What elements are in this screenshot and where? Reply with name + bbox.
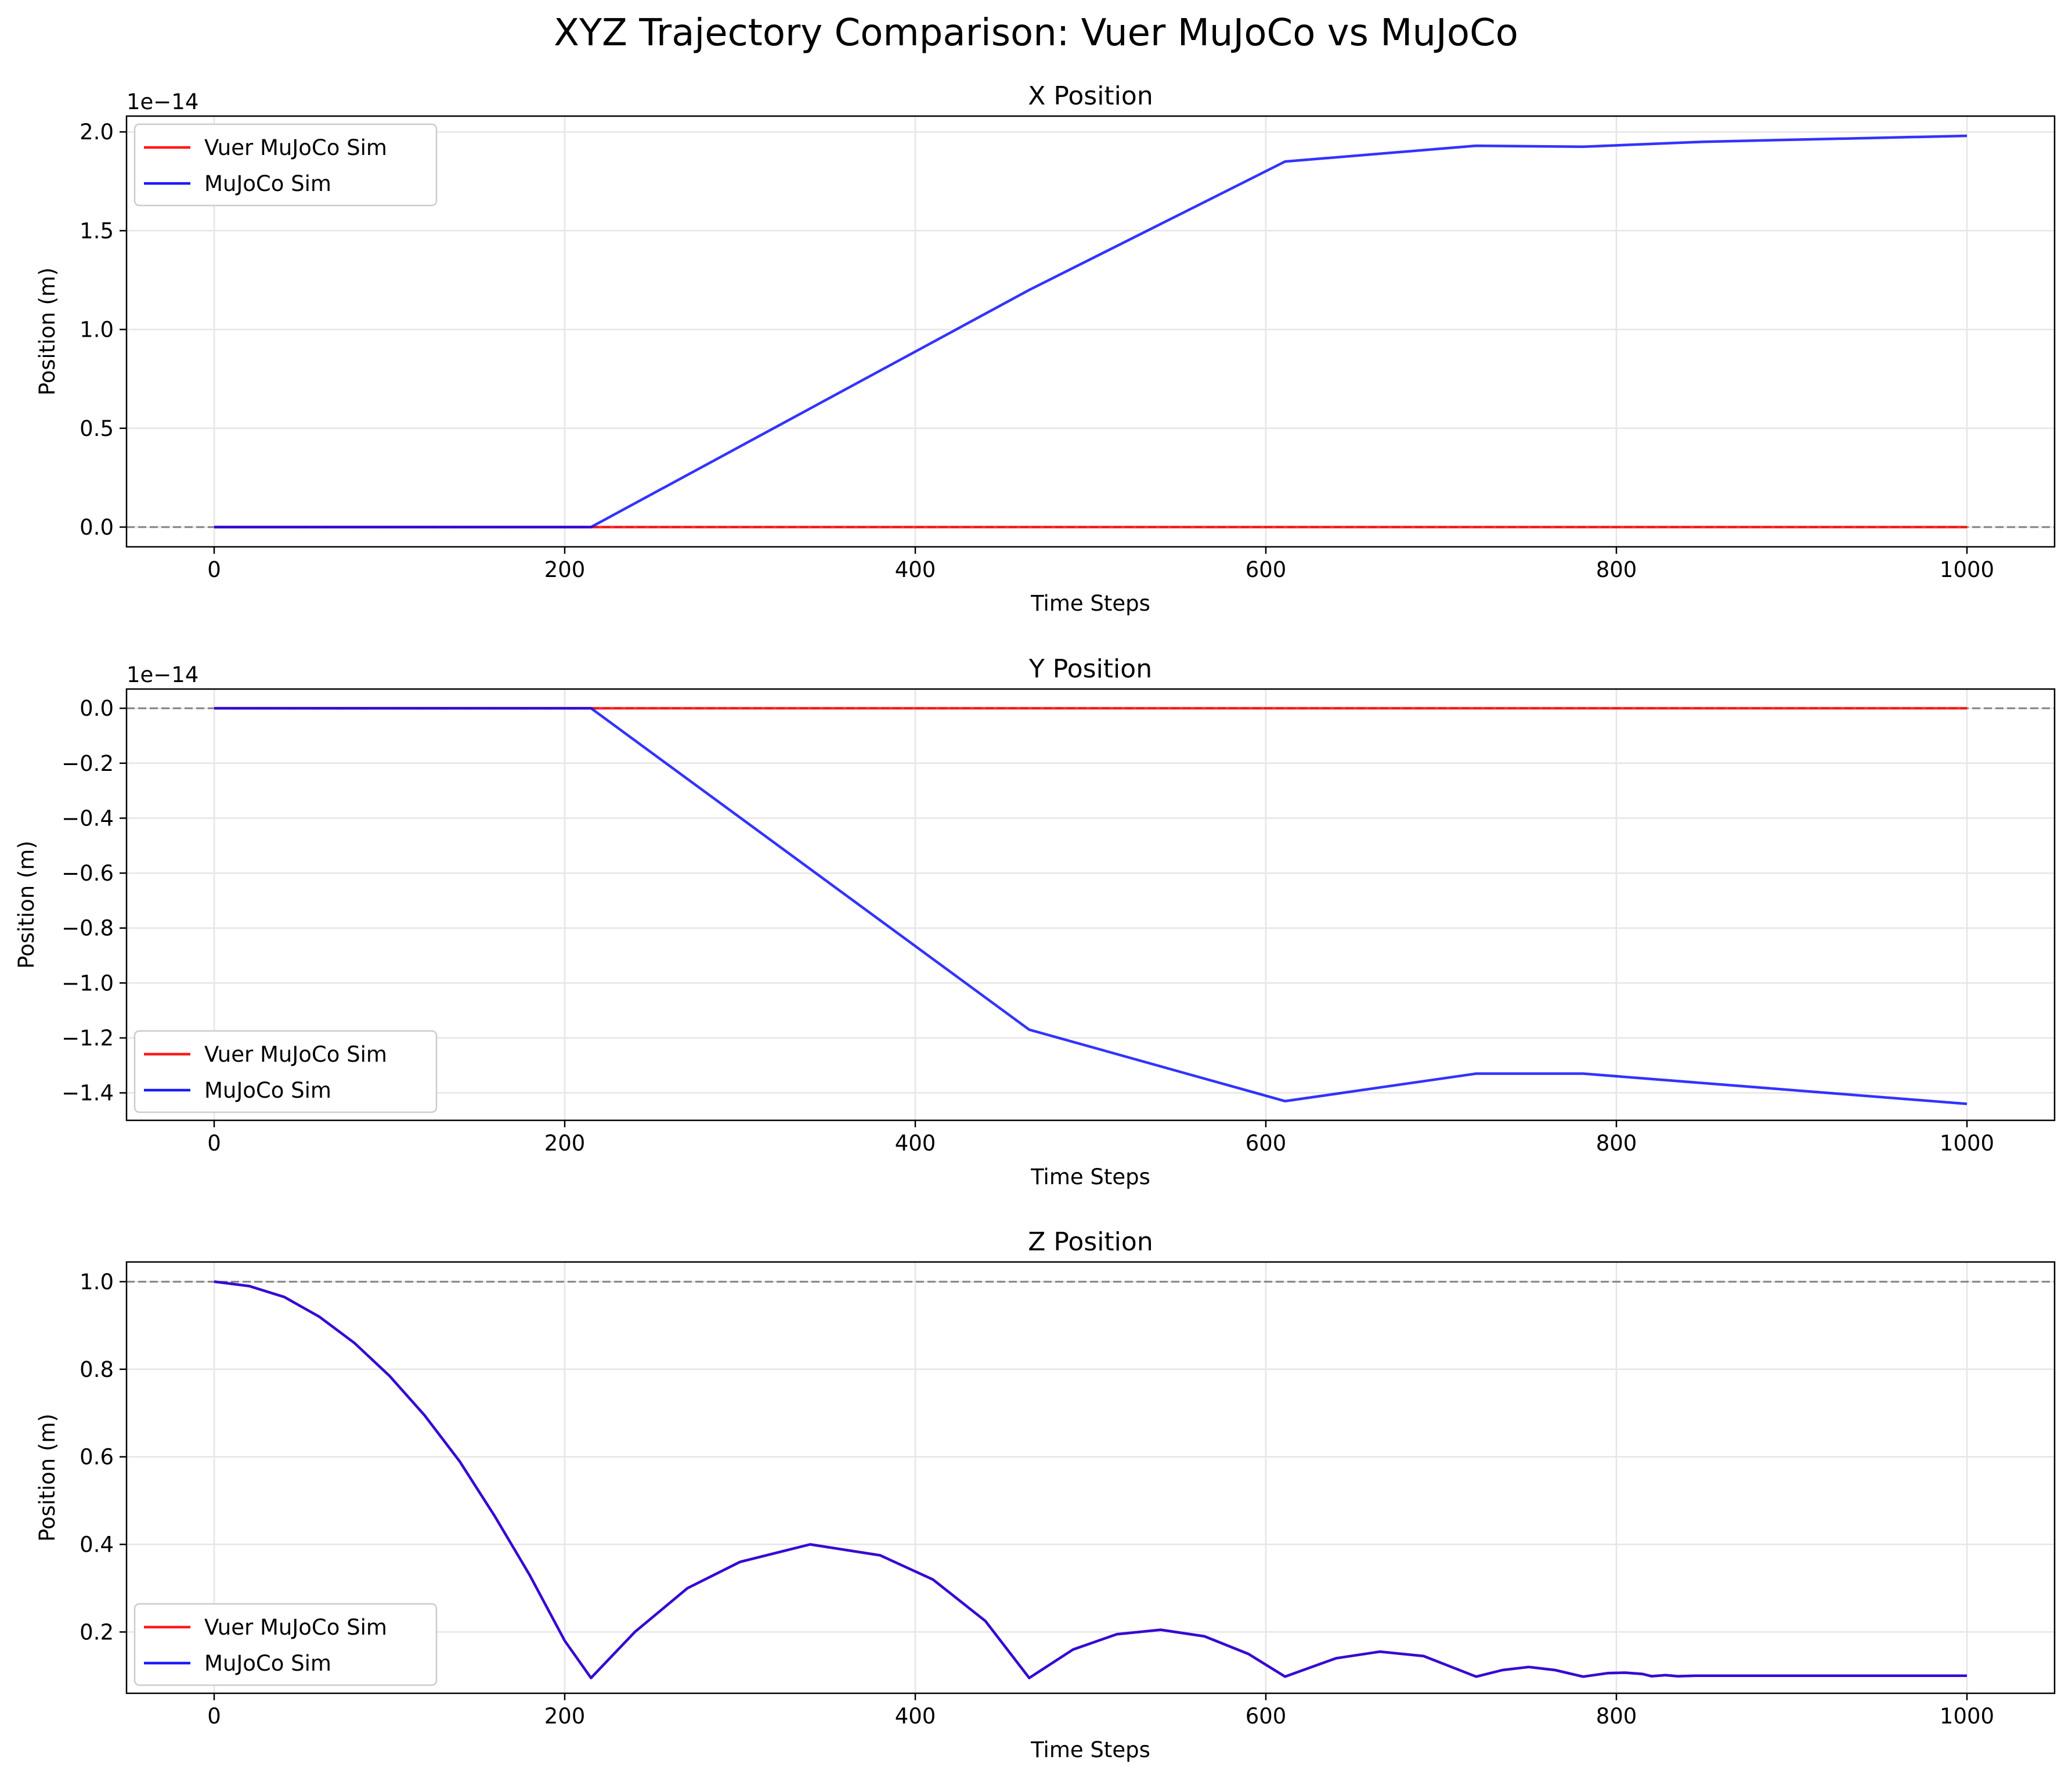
subplot-title: Y Position <box>1028 654 1152 684</box>
x-axis-label: Time Steps <box>1030 1164 1150 1189</box>
legend-box <box>133 1603 438 1686</box>
subplot-3: 0 200 400 600 800 1000 0.2 0.4 0.6 0.8 1.0 Z Positi… <box>35 1227 2056 1762</box>
legend: Vuer MuJoCo Sim MuJoCo Sim <box>133 1030 438 1113</box>
y-tick-label: 1.0 <box>80 318 114 342</box>
y-tick-label: 0.0 <box>80 515 114 540</box>
y-tick-label: −0.8 <box>62 916 114 941</box>
series-line-mujoco <box>214 134 1968 529</box>
legend-label: Vuer MuJoCo Sim <box>204 1042 387 1067</box>
axes-frame <box>125 1261 2056 1694</box>
series-line-mujoco <box>214 1280 1967 1679</box>
legend-label: Vuer MuJoCo Sim <box>204 135 387 160</box>
x-tick-label: 1000 <box>1940 557 1994 582</box>
y-tick-label: −0.2 <box>62 751 114 776</box>
series-line-vuer <box>214 1280 1967 1679</box>
x-tick-label: 800 <box>1596 1131 1637 1156</box>
x-tick-label: 600 <box>1246 1704 1287 1729</box>
legend-label: MuJoCo Sim <box>204 1078 331 1103</box>
y-tick-label: −0.6 <box>62 861 114 886</box>
x-tick-label: 200 <box>544 557 586 582</box>
axis-offset-text: 1e−14 <box>127 662 198 687</box>
y-tick-label: −0.4 <box>62 806 114 831</box>
x-tick-label: 800 <box>1596 1704 1637 1729</box>
legend-label: Vuer MuJoCo Sim <box>204 1615 387 1640</box>
x-axis-label: Time Steps <box>1030 591 1150 616</box>
x-tick-label: 0 <box>207 1704 221 1729</box>
x-tick-label: 800 <box>1596 557 1637 582</box>
legend: Vuer MuJoCo Sim MuJoCo Sim <box>133 123 438 207</box>
subplot-1: 0 200 400 600 800 1000 0.0 0.5 1.0 1.5 2.0 X Positi… <box>35 81 2056 616</box>
y-tick-label: 0.0 <box>80 696 114 721</box>
x-tick-label: 600 <box>1246 557 1287 582</box>
y-tick-label: 1.0 <box>80 1270 114 1294</box>
x-tick-label: 0 <box>207 557 221 582</box>
y-axis-label: Position (m) <box>35 1413 60 1542</box>
x-tick-label: 400 <box>895 1131 936 1156</box>
x-tick-label: 1000 <box>1940 1704 1994 1729</box>
subplot-2: 0 200 400 600 800 1000 0.0 −0.2 −0.4 −0.6 −0.8 −1.0… <box>14 654 2056 1189</box>
axis-offset-text: 1e−14 <box>127 89 198 114</box>
figure-title: XYZ Trajectory Comparison: Vuer MuJoCo v… <box>554 12 1518 55</box>
x-tick-label: 400 <box>895 557 936 582</box>
legend: Vuer MuJoCo Sim MuJoCo Sim <box>133 1603 438 1686</box>
y-tick-label: 0.4 <box>80 1532 114 1557</box>
y-tick-label: 0.5 <box>80 416 114 441</box>
y-tick-label: −1.0 <box>62 971 114 996</box>
x-tick-label: 0 <box>207 1131 221 1156</box>
x-axis-label: Time Steps <box>1030 1737 1150 1762</box>
axes-frame <box>125 115 2056 548</box>
y-tick-label: 2.0 <box>80 120 114 145</box>
axes-frame <box>125 688 2056 1122</box>
legend-label: MuJoCo Sim <box>204 1651 331 1676</box>
y-axis-label: Position (m) <box>35 268 60 396</box>
legend-box <box>133 123 438 207</box>
y-tick-label: 0.2 <box>80 1620 114 1645</box>
subplot-title: Z Position <box>1028 1227 1153 1257</box>
x-tick-label: 400 <box>895 1704 936 1729</box>
y-tick-label: −1.2 <box>62 1026 114 1051</box>
y-tick-label: 1.5 <box>80 218 114 243</box>
y-tick-label: 0.6 <box>80 1445 114 1470</box>
x-tick-label: 200 <box>544 1704 586 1729</box>
subplot-title: X Position <box>1028 81 1153 111</box>
x-tick-label: 200 <box>544 1131 586 1156</box>
y-axis-label: Position (m) <box>14 841 39 969</box>
x-tick-label: 1000 <box>1940 1131 1994 1156</box>
y-tick-label: −1.4 <box>62 1081 114 1106</box>
legend-box <box>133 1030 438 1113</box>
legend-label: MuJoCo Sim <box>204 171 331 196</box>
series-line-mujoco <box>214 706 1968 1105</box>
x-tick-label: 600 <box>1246 1131 1287 1156</box>
y-tick-label: 0.8 <box>80 1357 114 1382</box>
